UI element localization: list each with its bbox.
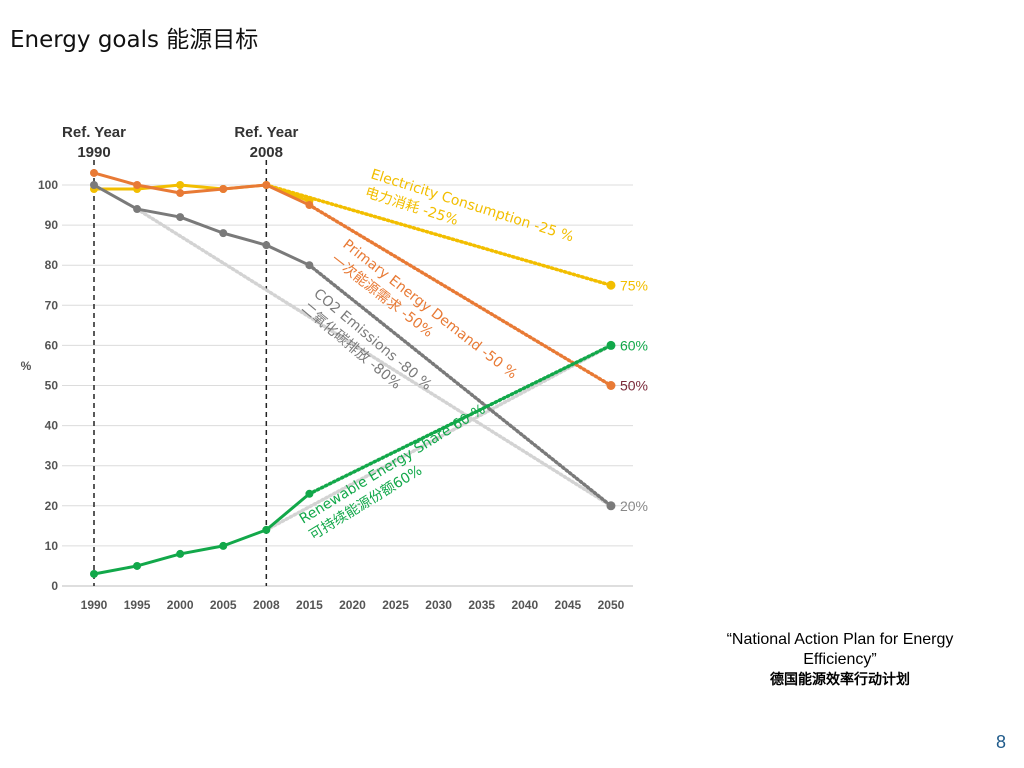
x-tick-label: 2005 [210,598,237,612]
data-point [219,229,228,238]
target-point [606,501,616,511]
guide-line [264,343,613,532]
y-tick-label: 20 [45,499,59,513]
y-tick-label: 30 [45,459,59,473]
target-point [606,280,616,290]
projection-line [307,203,613,388]
x-tick-label: 2025 [382,598,409,612]
end-value-label: 75% [620,277,648,293]
data-point [176,181,185,189]
data-point [90,569,98,578]
page-title: Energy goals 能源目标 [10,27,259,53]
x-tick-label: 2035 [468,598,495,612]
data-point [305,261,314,270]
data-point [305,489,314,498]
x-tick-label: 2040 [511,598,538,612]
x-tick-label: 2020 [339,598,366,612]
y-tick-label: 70 [45,298,59,312]
data-point [305,201,314,210]
data-point [176,189,185,198]
projection-line [264,183,613,287]
data-point [133,205,142,214]
y-tick-label: 80 [45,258,59,272]
reference-label: Ref. Year [234,124,298,141]
x-tick-label: 2000 [167,598,194,612]
end-value-label: 20% [620,498,648,514]
x-tick-label: 2008 [253,598,280,612]
x-tick-label: 1995 [124,598,151,612]
reference-year: 2008 [250,144,283,161]
y-tick-label: 40 [45,419,59,433]
projection-line [307,263,613,508]
x-tick-label: 2050 [598,598,625,612]
y-tick-label: 50 [45,379,59,393]
data-point [219,185,228,194]
reference-year: 1990 [77,144,110,161]
target-point [606,381,616,390]
data-point [262,181,271,189]
data-point [133,561,142,570]
end-value-label: 50% [620,378,648,394]
data-point [262,525,271,534]
x-tick-label: 1990 [81,598,108,612]
data-point [219,541,228,550]
page-number: 8 [995,732,1006,752]
series-line [93,492,311,576]
series-line [93,183,311,267]
y-axis-label: % [21,359,32,373]
x-tick-label: 2030 [425,598,452,612]
y-tick-label: 10 [45,539,59,553]
y-tick-label: 90 [45,218,59,232]
reference-label: Ref. Year [62,124,126,141]
end-value-label: 60% [620,337,648,353]
y-tick-label: 0 [51,579,58,593]
x-tick-label: 2015 [296,598,323,612]
x-tick-label: 2045 [555,598,582,612]
data-point [176,213,185,222]
source-caption: “National Action Plan for Energy Efficie… [690,630,990,690]
data-point [176,549,185,558]
data-point [90,168,98,177]
y-tick-label: 100 [38,178,58,192]
data-point [90,181,98,189]
target-point [606,340,616,350]
series-annotation: Electricity Consumption -25 %电力消耗 -25% [363,167,576,246]
caption-english: “National Action Plan for Energy Efficie… [726,631,954,668]
series-line [93,171,311,207]
data-point [262,241,271,250]
projection-line [307,343,613,496]
guide-line [135,207,613,508]
annotation-english: Renewable Energy Share 60 % [297,401,489,527]
series-annotation: Renewable Energy Share 60 %可持续能源份额60% [297,401,489,543]
caption-chinese: 德国能源效率行动计划 [770,672,910,688]
data-point [133,181,142,189]
y-tick-label: 60 [45,338,59,352]
